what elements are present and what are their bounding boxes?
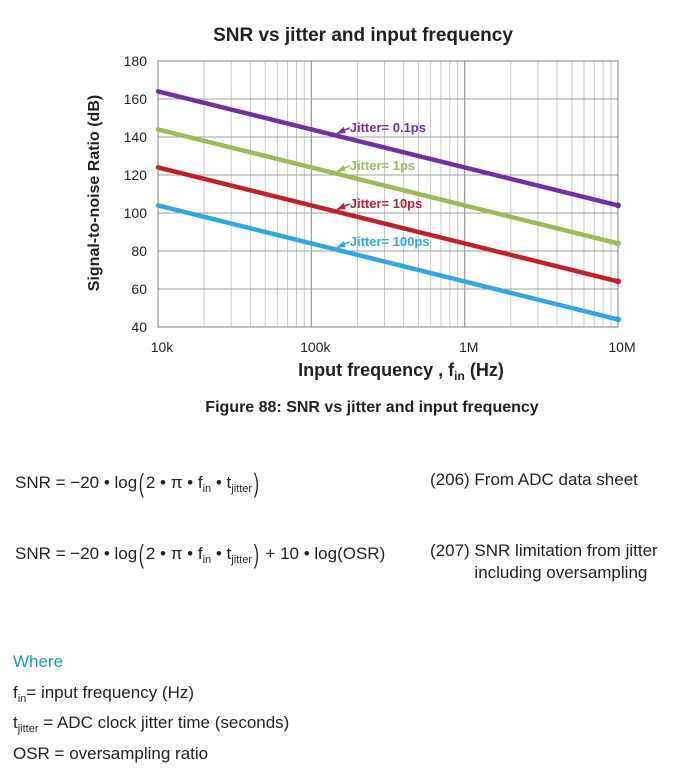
series-labels: Jitter= 0.1ps Jitter= 1ps Jitter= 10ps Jitt… <box>335 120 430 249</box>
series-end-marker-2 <box>615 278 621 285</box>
equation-207-number: (207) <box>430 541 470 560</box>
series-label-2: Jitter= 10ps <box>350 196 423 211</box>
y-tick-label: 60 <box>131 281 147 297</box>
series-label-arrowhead-3 <box>335 240 346 248</box>
equation-206-number: (206) <box>430 470 470 489</box>
equation-206-ref: (206) From ADC data sheet <box>430 469 638 491</box>
equation-206-description: From ADC data sheet <box>474 470 638 489</box>
where-fin: fin= input frequency (Hz) <box>13 683 194 705</box>
fin-definition: = input frequency (Hz) <box>26 683 195 702</box>
y-tick-label: 100 <box>124 205 148 221</box>
y-tick-label: 40 <box>131 319 147 335</box>
snr-chart: SNR vs jitter and input frequency 40 60 80… <box>86 25 636 416</box>
series-line-3 <box>155 203 621 322</box>
equation-207-ref: (207) SNR limitation from jitter includi… <box>430 540 686 584</box>
x-tick-label: 10k <box>151 339 175 355</box>
equation-206: SNR = −20 • log(2 • π • fin • tjitter) <box>15 468 259 498</box>
figure-caption: Figure 88: SNR vs jitter and input frequ… <box>205 399 538 416</box>
axes: 40 60 80 100 120 140 160 180 10k 100k 1M 10M <box>124 53 636 355</box>
fin-subscript: in <box>17 693 27 705</box>
x-axis-label: Input frequency , fin (Hz) <box>298 360 504 383</box>
where-tjitter: tjitter = ADC clock jitter time (seconds… <box>13 713 289 735</box>
y-tick-label: 160 <box>124 91 148 107</box>
equation-207-description: SNR limitation from jitter including ove… <box>474 541 658 582</box>
y-tick-label: 120 <box>124 167 148 183</box>
y-tick-label: 140 <box>124 129 148 145</box>
where-osr: OSR = oversampling ratio <box>13 744 209 763</box>
y-axis-label: Signal-to-noise Ratio (dB) <box>86 95 103 291</box>
series-label-arrowhead-2 <box>335 202 346 210</box>
series-line-0 <box>155 89 621 208</box>
where-heading: Where <box>13 652 64 671</box>
chart-title: SNR vs jitter and input frequency <box>213 25 513 46</box>
series-end-marker-3 <box>615 316 621 323</box>
y-tick-label: 80 <box>131 243 147 259</box>
tjitter-symbol: t <box>13 713 18 732</box>
series-label-arrowhead-1 <box>335 164 346 172</box>
y-tick-label: 180 <box>124 53 148 69</box>
series-label-arrowhead-0 <box>335 126 346 134</box>
series-label-3: Jitter= 100ps <box>350 234 430 249</box>
series-label-1: Jitter= 1ps <box>350 158 415 173</box>
x-tick-label: 100k <box>300 339 331 355</box>
x-tick-label: 10M <box>608 339 635 355</box>
tjitter-definition: = ADC clock jitter time (seconds) <box>38 713 290 732</box>
plot-frame <box>157 60 619 328</box>
series-line-1 <box>155 127 621 246</box>
series-group <box>155 89 621 323</box>
x-tick-label: 1M <box>459 339 478 355</box>
grid <box>157 60 619 328</box>
tjitter-subscript: jitter <box>17 723 39 735</box>
equation-207: SNR = −20 • log(2 • π • fin • tjitter) +… <box>15 539 386 569</box>
series-line-2 <box>155 165 621 284</box>
series-end-marker-1 <box>615 240 621 247</box>
series-end-marker-0 <box>615 202 621 209</box>
fin-symbol: f <box>13 683 18 702</box>
series-label-0: Jitter= 0.1ps <box>350 120 426 135</box>
